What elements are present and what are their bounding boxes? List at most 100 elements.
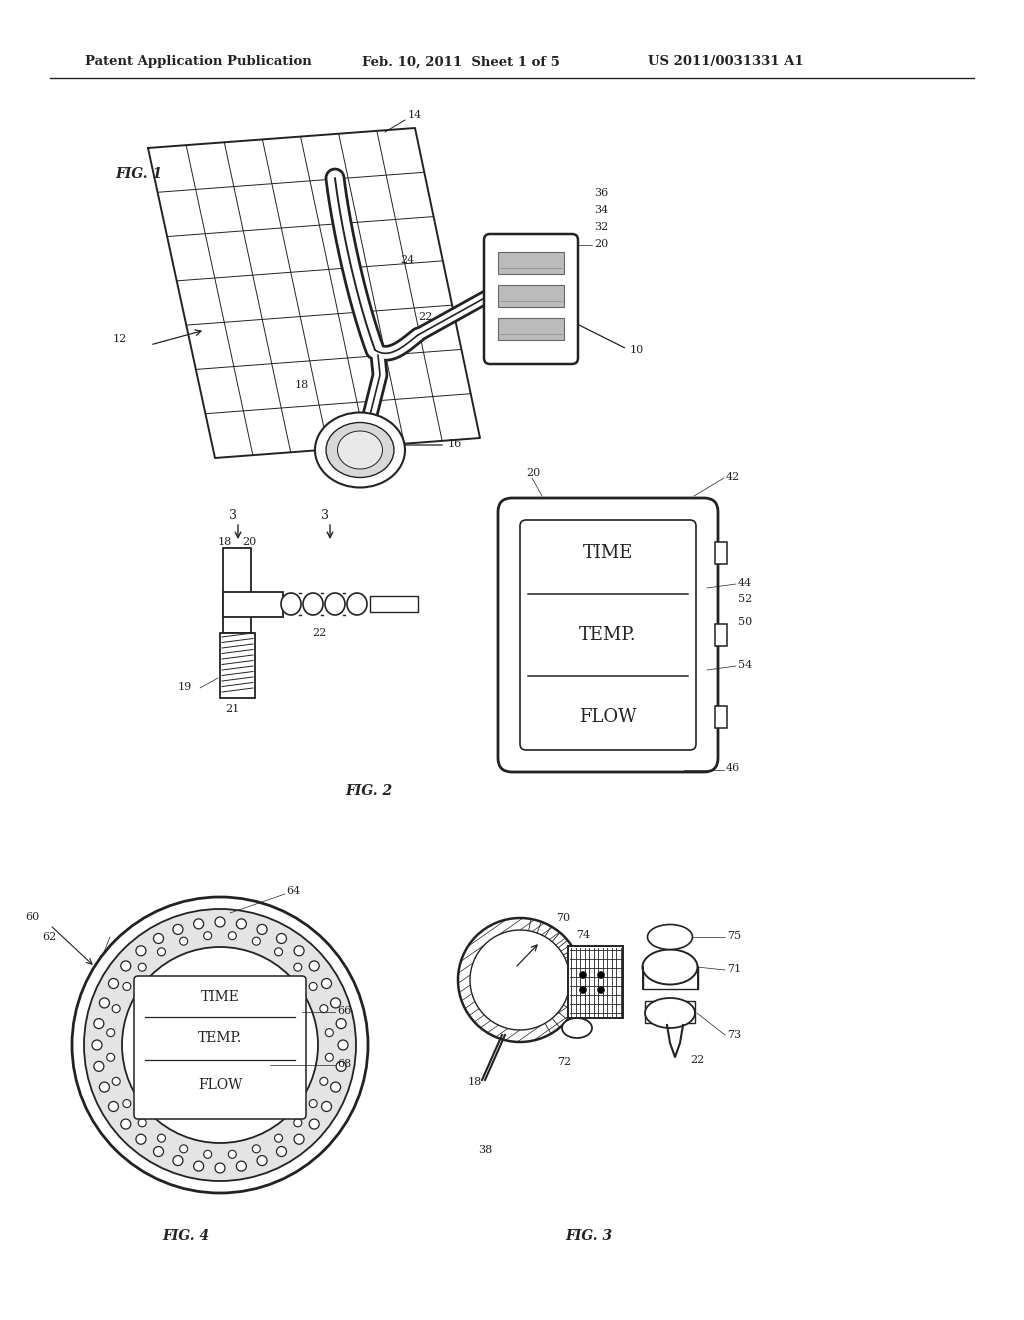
Circle shape (331, 1082, 341, 1092)
Text: 66: 66 (337, 1006, 351, 1016)
Text: 18: 18 (218, 537, 232, 546)
Text: 32: 32 (594, 222, 608, 232)
Text: 18: 18 (468, 1077, 482, 1086)
Circle shape (154, 1147, 164, 1156)
Bar (715, 543, 727, 564)
Bar (498, 285, 564, 308)
Text: 34: 34 (594, 205, 608, 215)
Circle shape (326, 1028, 333, 1036)
Circle shape (597, 972, 604, 978)
Circle shape (204, 932, 212, 940)
Text: FIG. 3: FIG. 3 (565, 1229, 612, 1243)
Circle shape (257, 924, 267, 935)
Text: 62: 62 (42, 932, 56, 942)
Circle shape (580, 972, 587, 978)
Text: Patent Application Publication: Patent Application Publication (85, 55, 311, 69)
Bar (715, 706, 727, 729)
Circle shape (94, 1019, 103, 1028)
Circle shape (294, 945, 304, 956)
Ellipse shape (326, 422, 394, 478)
Ellipse shape (325, 593, 345, 615)
Circle shape (106, 1028, 115, 1036)
Text: 60: 60 (25, 912, 39, 921)
Circle shape (158, 1134, 166, 1142)
Text: 71: 71 (727, 964, 741, 974)
Circle shape (136, 1134, 146, 1144)
Circle shape (228, 1150, 237, 1159)
Circle shape (237, 919, 247, 929)
Text: FLOW: FLOW (580, 708, 637, 726)
Bar (220, 634, 255, 698)
Text: FLOW: FLOW (198, 1078, 243, 1092)
Circle shape (215, 917, 225, 927)
Text: 24: 24 (400, 255, 415, 265)
Text: 22: 22 (690, 1055, 705, 1065)
Ellipse shape (315, 412, 406, 487)
Ellipse shape (645, 998, 695, 1028)
Circle shape (94, 1061, 103, 1072)
Circle shape (136, 945, 146, 956)
Text: TEMP.: TEMP. (198, 1031, 242, 1045)
Circle shape (92, 1040, 102, 1049)
Bar (223, 548, 251, 634)
Circle shape (122, 946, 318, 1143)
Text: 20: 20 (242, 537, 256, 546)
Circle shape (257, 1155, 267, 1166)
Text: 20: 20 (526, 469, 541, 478)
Text: 46: 46 (726, 763, 740, 774)
Circle shape (322, 1101, 332, 1111)
Text: TIME: TIME (583, 544, 633, 562)
Circle shape (319, 1077, 328, 1085)
Text: 50: 50 (738, 616, 753, 627)
Bar (498, 318, 564, 341)
Text: FIG. 2: FIG. 2 (345, 784, 392, 799)
FancyBboxPatch shape (134, 975, 306, 1119)
Text: FIG. 4: FIG. 4 (162, 1229, 209, 1243)
Circle shape (109, 978, 119, 989)
Text: 74: 74 (575, 931, 590, 940)
Circle shape (121, 1119, 131, 1129)
Circle shape (294, 964, 302, 972)
Circle shape (252, 937, 260, 945)
Circle shape (72, 898, 368, 1193)
Bar (223, 591, 283, 616)
Text: 3: 3 (229, 510, 237, 521)
Ellipse shape (347, 593, 367, 615)
Text: 38: 38 (478, 1144, 493, 1155)
Circle shape (113, 1077, 120, 1085)
Circle shape (597, 986, 604, 994)
Text: 19: 19 (178, 682, 193, 692)
Circle shape (84, 909, 356, 1181)
Text: 36: 36 (594, 187, 608, 198)
Circle shape (276, 1147, 287, 1156)
Circle shape (322, 978, 332, 989)
Circle shape (228, 932, 237, 940)
Text: 14: 14 (408, 110, 422, 120)
FancyBboxPatch shape (484, 234, 578, 364)
Bar (568, 946, 623, 1018)
Circle shape (336, 1019, 346, 1028)
Bar (370, 597, 418, 612)
Circle shape (336, 1061, 346, 1072)
Circle shape (113, 1005, 120, 1012)
Circle shape (252, 1144, 260, 1152)
Text: 22: 22 (312, 628, 327, 638)
Text: 54: 54 (738, 660, 753, 671)
Circle shape (294, 1134, 304, 1144)
Text: Feb. 10, 2011  Sheet 1 of 5: Feb. 10, 2011 Sheet 1 of 5 (362, 55, 560, 69)
Text: TEMP.: TEMP. (580, 626, 637, 644)
Circle shape (154, 933, 164, 944)
Circle shape (99, 1082, 110, 1092)
Circle shape (237, 1162, 247, 1171)
Circle shape (331, 998, 341, 1008)
Circle shape (319, 1005, 328, 1012)
Circle shape (194, 919, 204, 929)
Text: 75: 75 (727, 931, 741, 941)
Circle shape (109, 1101, 119, 1111)
Text: US 2011/0031331 A1: US 2011/0031331 A1 (648, 55, 804, 69)
Circle shape (194, 1162, 204, 1171)
Text: 42: 42 (726, 473, 740, 482)
Circle shape (309, 1119, 319, 1129)
Circle shape (138, 1119, 146, 1127)
Circle shape (138, 964, 146, 972)
